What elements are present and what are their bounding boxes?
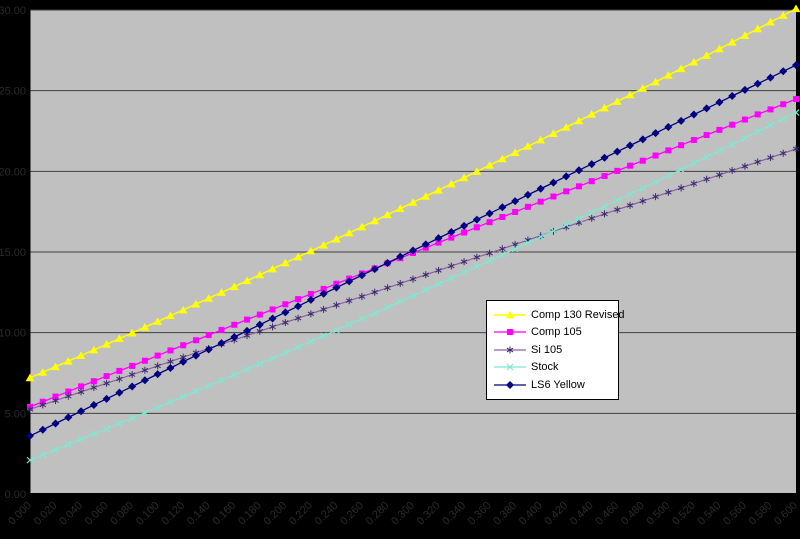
x-axis-tick-label: 0.000 bbox=[6, 500, 34, 528]
x-axis-tick-label: 0.480 bbox=[619, 500, 647, 528]
x-axis-tick-label: 0.560 bbox=[721, 500, 749, 528]
y-axis-tick-label: 10.00 bbox=[0, 328, 26, 340]
y-axis-tick-label: 30.00 bbox=[0, 5, 26, 17]
x-axis-tick-label: 0.440 bbox=[568, 500, 596, 528]
x-axis-tick-label: 0.280 bbox=[364, 500, 392, 528]
series-ls6-yellow bbox=[26, 61, 800, 440]
x-axis-tick-label: 0.200 bbox=[262, 500, 290, 528]
x-axis-tick-label: 0.460 bbox=[593, 500, 621, 528]
legend-item: Comp 105 bbox=[493, 324, 612, 342]
x-axis-tick-label: 0.360 bbox=[466, 500, 494, 528]
legend-item: Comp 130 Revised bbox=[493, 306, 625, 324]
x-axis-tick-label: 0.020 bbox=[32, 500, 60, 528]
legend-label: Stock bbox=[531, 361, 559, 374]
legend-item: Si 105 bbox=[493, 341, 612, 359]
legend-item: Stock bbox=[493, 359, 612, 377]
y-axis-tick-label: 5.00 bbox=[5, 408, 26, 420]
x-axis-tick-label: 0.140 bbox=[185, 500, 213, 528]
x-axis-tick-label: 0.400 bbox=[517, 500, 545, 528]
x-axis-tick-label: 0.540 bbox=[696, 500, 724, 528]
legend-label: LS6 Yellow bbox=[531, 378, 585, 391]
x-axis-tick-label: 0.240 bbox=[313, 500, 341, 528]
chart-legend: Comp 130 Revised Comp 105 Si 105 Stock LS6 Y… bbox=[486, 300, 625, 400]
x-axis-tick-label: 0.600 bbox=[772, 500, 800, 528]
x-axis-tick-label: 0.340 bbox=[440, 500, 468, 528]
y-axis-tick-label: 25.00 bbox=[0, 86, 26, 98]
x-axis-tick-label: 0.420 bbox=[542, 500, 570, 528]
x-axis-tick-label: 0.500 bbox=[645, 500, 673, 528]
x-axis-tick-label: 0.260 bbox=[338, 500, 366, 528]
x-axis-tick-label: 0.040 bbox=[57, 500, 85, 528]
triangle-marker-swatch-icon bbox=[494, 310, 526, 319]
x-axis-tick-label: 0.220 bbox=[287, 500, 315, 528]
y-axis-tick-label: 0.00 bbox=[5, 489, 26, 501]
x-axis-tick-label: 0.300 bbox=[389, 500, 417, 528]
x-axis-tick-label: 0.180 bbox=[236, 500, 264, 528]
x-axis-tick-label: 0.320 bbox=[415, 500, 443, 528]
x-axis-tick-label: 0.080 bbox=[108, 500, 136, 528]
x-axis-tick-label: 0.520 bbox=[670, 500, 698, 528]
x-axis-tick-label: 0.120 bbox=[159, 500, 187, 528]
asterisk-marker-swatch-icon bbox=[494, 346, 526, 354]
legend-label: Comp 105 bbox=[531, 326, 582, 339]
legend-item: LS6 Yellow bbox=[493, 376, 612, 394]
x-axis-tick-label: 0.580 bbox=[747, 500, 775, 528]
legend-label: Si 105 bbox=[531, 343, 563, 356]
square-marker-swatch-icon bbox=[494, 329, 526, 336]
x-axis-tick-label: 0.060 bbox=[83, 500, 111, 528]
x-axis-tick-label: 0.380 bbox=[491, 500, 519, 528]
series-stock bbox=[26, 109, 800, 464]
diamond-marker-swatch-icon bbox=[494, 380, 526, 389]
y-axis-tick-label: 20.00 bbox=[0, 166, 26, 178]
y-axis-tick-label: 15.00 bbox=[0, 247, 26, 259]
x-marker-swatch-icon bbox=[494, 363, 526, 371]
x-axis-tick-label: 0.100 bbox=[134, 500, 162, 528]
series-comp-130-revised bbox=[25, 4, 800, 382]
legend-label: Comp 130 Revised bbox=[531, 308, 625, 321]
x-axis-tick-label: 0.160 bbox=[210, 500, 238, 528]
